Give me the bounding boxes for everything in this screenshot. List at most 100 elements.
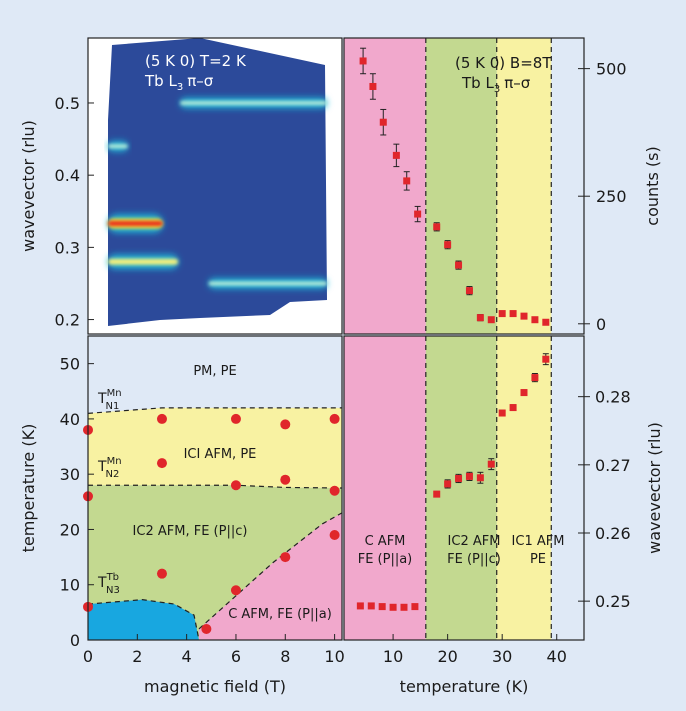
heatmap-annotation-line2: Tb L3 π–σ — [144, 72, 214, 93]
phase-point — [156, 413, 167, 424]
panel-top-right-ylabel: counts (s) — [643, 146, 662, 225]
phase-point — [156, 458, 167, 469]
boundary-tn3 — [88, 599, 200, 640]
br-ytick-label: 0.25 — [595, 592, 631, 611]
wavevector-point — [487, 460, 495, 468]
frame-top-left — [87, 37, 343, 335]
heatmap-streak-3-layer-1 — [180, 100, 327, 105]
br-xtick-label: 10 — [383, 647, 403, 666]
band-label-ic1-line2: PE — [530, 552, 546, 567]
phase-point — [280, 552, 291, 563]
panel-bottom-left: PM, PE ICI AFM, PE IC2 AFM, FE (P||c) C … — [19, 336, 345, 696]
counts-point — [542, 318, 550, 326]
band-label-cafm-line1: C AFM — [365, 534, 406, 549]
wavevector-point — [367, 602, 375, 610]
counts-point — [392, 151, 400, 159]
br-ytick-label: 0.28 — [595, 388, 631, 407]
counts-point — [455, 261, 463, 269]
phase-point — [329, 529, 340, 540]
br-ytick-label: 0.26 — [595, 524, 631, 543]
wavevector-point — [378, 603, 386, 611]
region-pm — [88, 336, 342, 414]
phase-point — [329, 413, 340, 424]
boundary-tn1 — [88, 407, 342, 414]
region-cafm — [198, 512, 342, 640]
bl-xtick-label: 8 — [280, 647, 290, 666]
phase-point — [230, 480, 241, 491]
counts-point — [359, 57, 367, 65]
counts-point — [509, 310, 517, 318]
frame-bottom-right — [343, 335, 585, 641]
band-label-ic2-line1: IC2 AFM — [448, 534, 501, 549]
tr-ytick-label: 250 — [596, 187, 627, 206]
panel-top-right: (5 K 0) B=8T Tb L3 π–σ 0 250 500 counts (s) — [344, 38, 662, 334]
wavevector-point — [520, 389, 528, 397]
panel-top-left-y-axis: 0.2 0.3 0.4 0.5 — [55, 94, 94, 330]
bl-ytick-label: 50 — [60, 355, 80, 374]
br-xtick-label: 30 — [492, 647, 512, 666]
panel-top-left-ylabel: wavevector (rlu) — [19, 120, 38, 252]
band-label-ic1-line1: IC1 AFM — [512, 534, 565, 549]
heatmap-streak-4-layer-1 — [208, 281, 327, 286]
counts-point — [476, 314, 484, 322]
bl-xtick-label: 2 — [132, 647, 142, 666]
region-label-cafm: C AFM, FE (P||a) — [228, 607, 332, 622]
bl-xtick-label: 6 — [231, 647, 241, 666]
panel-bottom-left-y-axis: 0 10 20 30 40 50 — [60, 355, 94, 650]
panel-bottom-left-xlabel: magnetic field (T) — [144, 677, 286, 696]
bl-ytick-label: 30 — [60, 465, 80, 484]
wavevector-point — [433, 490, 441, 498]
bl-xtick-label: 10 — [324, 647, 344, 666]
boundary-ic2_cafm — [198, 512, 342, 630]
panel-bottom-right-bands — [344, 336, 552, 640]
br-xtick-label: 40 — [547, 647, 567, 666]
counts-point — [498, 310, 506, 318]
bl-xtick-label: 4 — [182, 647, 192, 666]
counts-point — [403, 177, 411, 185]
counts-annotation-line1: (5 K 0) B=8T — [455, 54, 552, 72]
wavevector-point — [389, 603, 397, 611]
tr-ytick-label: 500 — [596, 60, 627, 79]
tr-ytick-label: 0 — [596, 315, 606, 334]
wavevector-point — [509, 404, 517, 412]
phase-point — [230, 413, 241, 424]
phase-points — [83, 413, 340, 634]
bl-ytick-label: 0 — [70, 631, 80, 650]
tl-ytick-label: 0.3 — [55, 238, 80, 257]
wavevector-band-yellow — [496, 336, 552, 640]
wavevector-point — [465, 472, 473, 480]
region-tb-order — [88, 599, 199, 640]
wavevector-point — [411, 603, 419, 611]
counts-point — [444, 241, 452, 249]
phase-point — [230, 585, 241, 596]
heatmap-annotation-line1: (5 K 0) T=2 K — [145, 52, 247, 70]
phase-regions — [88, 336, 342, 640]
panel-bottom-right-xlabel: temperature (K) — [400, 677, 529, 696]
phase-point — [280, 419, 291, 430]
label-tn3: TTb N3 — [97, 572, 120, 596]
counts-band-green — [425, 38, 497, 334]
heatmap-streak-1-layer-1 — [108, 258, 179, 265]
wavevector-point — [400, 603, 408, 611]
panel-top-right-y-axis: 0 250 500 — [578, 60, 627, 334]
counts-band-yellow — [496, 38, 552, 334]
heatmap-streak-2-layer-1 — [108, 144, 128, 149]
region-ic1 — [88, 407, 342, 488]
wavevector-point — [444, 480, 452, 488]
wavevector-point — [498, 409, 506, 417]
region-label-ic1: ICI AFM, PE — [184, 447, 257, 462]
panel-bottom-right-points — [356, 353, 550, 611]
bl-ytick-label: 10 — [60, 576, 80, 595]
counts-point — [379, 118, 387, 126]
br-ytick-label: 0.27 — [595, 456, 631, 475]
wavevector-point — [476, 474, 484, 482]
phase-point — [280, 474, 291, 485]
wavevector-point — [542, 355, 550, 363]
band-label-cafm-line2: FE (P||a) — [358, 552, 413, 567]
wavevector-point — [455, 474, 463, 482]
heatmap-streaks — [108, 97, 327, 289]
counts-point — [433, 223, 441, 231]
region-label-pm: PM, PE — [193, 364, 236, 379]
heatmap-body — [108, 38, 327, 326]
